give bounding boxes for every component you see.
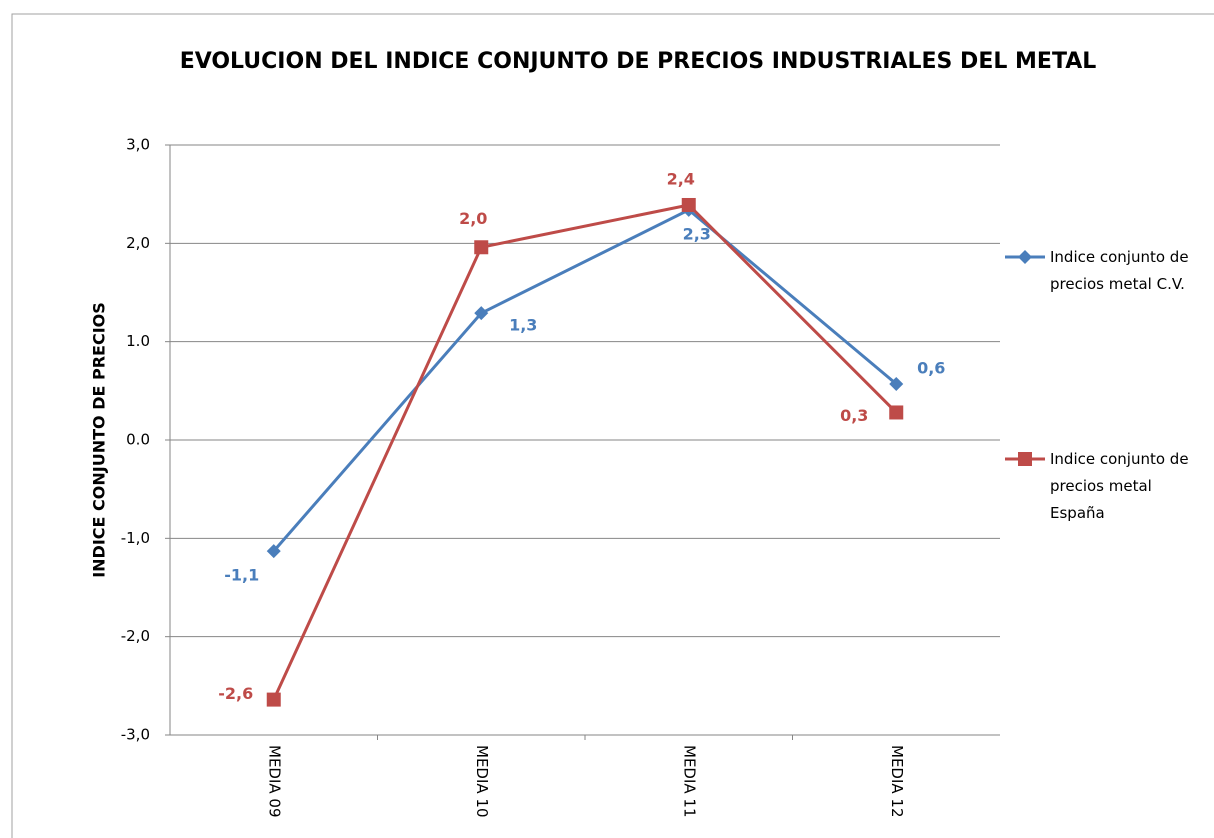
marker xyxy=(681,197,696,212)
legend-label: Indice conjunto de precios metal C.V. xyxy=(1050,248,1189,293)
value-label: -1,1 xyxy=(224,566,259,585)
series-line xyxy=(272,203,898,701)
x-tick-label: MEDIA 11 xyxy=(680,745,698,818)
chart-title: EVOLUCION DEL INDICE CONJUNTO DE PRECIOS… xyxy=(180,49,1097,74)
value-label: 1,3 xyxy=(509,316,537,335)
series-line xyxy=(272,208,898,553)
legend-line-text: precios metal xyxy=(1050,477,1152,495)
legend-label: Indice conjunto de precios metal España xyxy=(1050,450,1189,522)
y-axis-label: INDICE CONJUNTO DE PRECIOS xyxy=(90,302,109,578)
marker xyxy=(266,544,281,559)
value-label: 2,3 xyxy=(683,224,711,243)
x-tick-label: MEDIA 09 xyxy=(265,745,283,818)
x-tick-label: MEDIA 12 xyxy=(888,745,906,818)
chart-border xyxy=(11,13,1214,838)
y-tick-label: -1,0 xyxy=(121,529,150,547)
y-tick-label: 1.0 xyxy=(126,332,150,350)
marker xyxy=(266,692,281,707)
legend-line-text: España xyxy=(1050,504,1105,522)
marker xyxy=(1018,452,1032,466)
marker xyxy=(474,240,489,255)
marker xyxy=(889,376,904,391)
x-tick-label: MEDIA 10 xyxy=(473,745,491,818)
marker xyxy=(889,405,904,420)
y-tick-label: 2,0 xyxy=(126,234,150,252)
y-tick-label: 3,0 xyxy=(126,136,150,154)
legend-line-text: Indice conjunto de xyxy=(1050,248,1189,266)
marker xyxy=(474,306,489,321)
value-label: 0,3 xyxy=(840,406,868,425)
value-label: 2,0 xyxy=(459,209,487,228)
value-label: 2,4 xyxy=(667,169,695,188)
value-label: -2,6 xyxy=(218,684,253,703)
marker xyxy=(1018,250,1032,264)
y-tick-label: 0.0 xyxy=(126,431,150,449)
y-tick-label: -3,0 xyxy=(121,726,150,744)
legend-line-text: Indice conjunto de xyxy=(1050,450,1189,468)
legend-line-text: precios metal C.V. xyxy=(1050,275,1185,293)
y-tick-label: -2,0 xyxy=(121,627,150,645)
value-label: 0,6 xyxy=(917,358,945,377)
